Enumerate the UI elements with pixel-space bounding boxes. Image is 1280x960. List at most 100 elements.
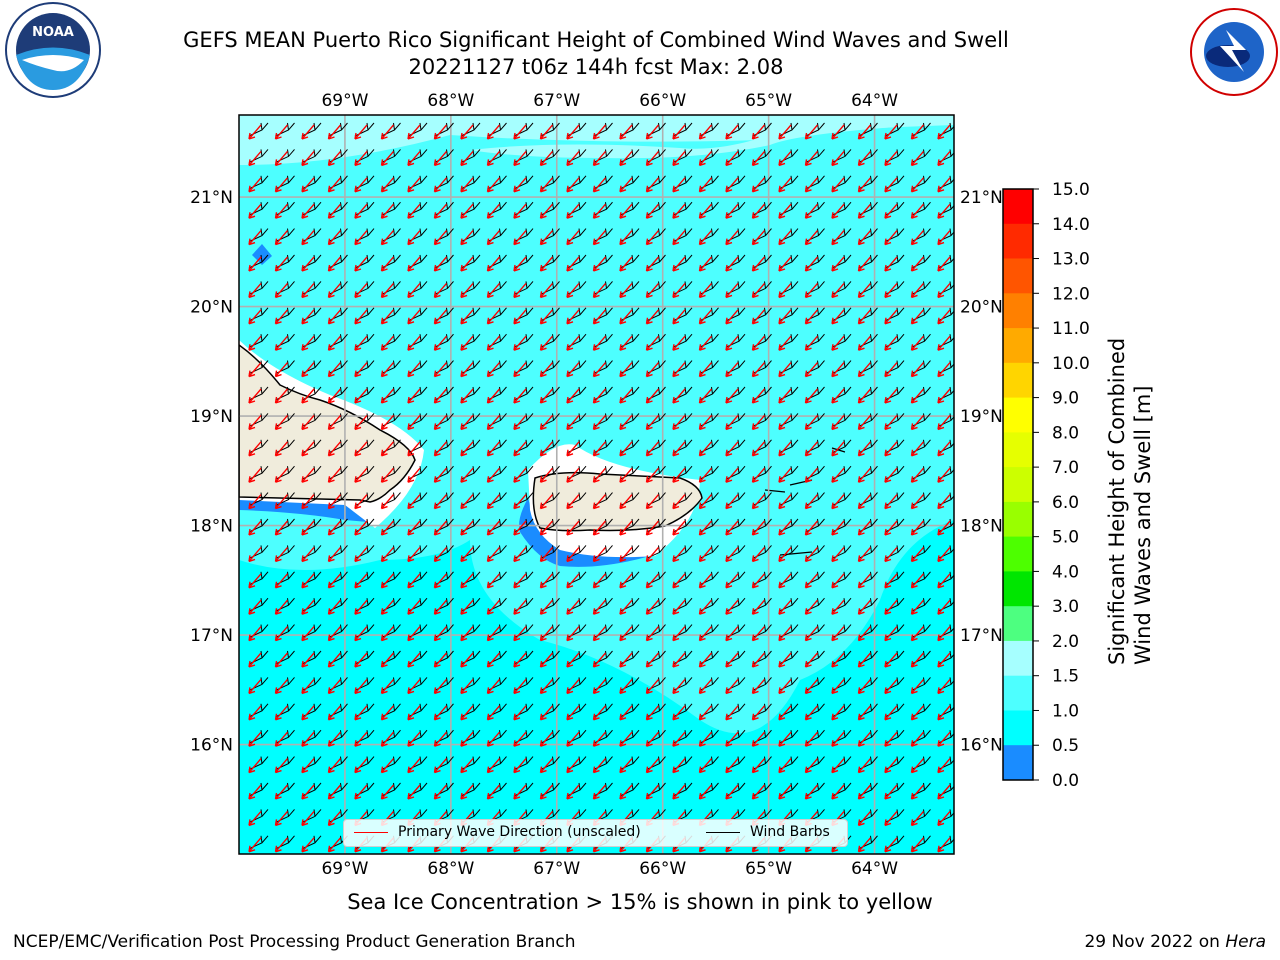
wave-arrow (698, 467, 713, 483)
colorbar-frame (1002, 188, 1034, 781)
wave-arrow (248, 810, 262, 827)
wave-arrow (857, 124, 872, 140)
wave-arrow (248, 705, 262, 721)
wave-arrow (407, 678, 421, 695)
wave-arrow (857, 335, 872, 351)
wave-arrow (910, 573, 925, 589)
wave-arrow (778, 705, 792, 721)
wave-arrow (327, 467, 342, 483)
wave-arrow (619, 124, 633, 140)
wave-arrow (698, 520, 713, 536)
wave-arrow (884, 177, 898, 193)
wave-arrow (433, 230, 448, 246)
noaa-logo: NOAA (5, 2, 101, 98)
wave-arrow (380, 362, 395, 378)
wave-arrow (857, 309, 872, 325)
wave-arrow (566, 678, 580, 695)
wave-arrow (592, 599, 607, 615)
wave-arrow (354, 177, 368, 193)
wave-arrow (778, 362, 792, 378)
wave-arrow (645, 626, 660, 642)
wave-arrow (301, 837, 315, 853)
wave-arrow (407, 177, 421, 193)
wave-arrow (804, 731, 819, 747)
wave-arrow (884, 203, 898, 219)
wave-arrow (460, 626, 474, 642)
wave-arrow (831, 203, 845, 219)
wave-arrow (380, 599, 395, 615)
wave-arrow (910, 177, 925, 193)
wave-arrow (804, 494, 819, 510)
wave-arrow (619, 203, 633, 219)
wave-arrow (804, 678, 819, 695)
wave-arrow (857, 731, 872, 747)
wave-arrow (486, 282, 501, 299)
wave-arrow (778, 441, 792, 457)
wave-arrow (433, 494, 448, 510)
wave-arrow (274, 810, 289, 827)
low-wave-area-hispaniola (239, 500, 368, 522)
wave-arrow (327, 520, 342, 536)
wave-arrow (831, 388, 845, 404)
wave-arrow (407, 335, 421, 351)
wave-arrow (380, 652, 395, 668)
wave-arrow (407, 731, 421, 747)
wave-arrow (301, 467, 315, 483)
wave-arrow (380, 309, 395, 325)
wave-arrow (566, 467, 580, 483)
wave-arrow (804, 705, 819, 721)
wave-arrow (513, 758, 527, 774)
wave-arrow (539, 678, 554, 695)
wave-arrow (778, 335, 792, 351)
wave-arrow (407, 652, 421, 668)
wave-arrow (619, 652, 633, 668)
wave-arrow (539, 731, 554, 747)
wave-arrow (380, 758, 395, 774)
wave-arrow (566, 388, 580, 404)
wave-arrow (301, 520, 315, 536)
wave-arrow (513, 124, 527, 140)
wave-arrow (486, 599, 501, 615)
colorbar-tick-label: 12.0 (1052, 284, 1090, 304)
lon-label-top: 69°W (321, 91, 368, 111)
wave-arrow (460, 335, 474, 351)
wave-arrow (433, 441, 448, 457)
wave-arrow (645, 494, 660, 510)
wave-arrow (910, 309, 925, 325)
wave-arrow (831, 335, 845, 351)
wave-arrow (725, 520, 739, 536)
wave-arrow (248, 520, 262, 536)
wave-arrow (354, 150, 368, 167)
wave-arrow (486, 362, 501, 378)
wave-arrow (698, 573, 713, 589)
footer-date-text: 29 Nov 2022 on (1084, 932, 1226, 952)
wave-arrow (645, 230, 660, 246)
wave-arrow (672, 441, 686, 457)
wave-arrow (592, 678, 607, 695)
wave-arrow (301, 678, 315, 695)
lat-label-right: 20°N (960, 298, 1003, 318)
wave-arrow (645, 282, 660, 299)
wave-arrow (778, 124, 792, 140)
colorbar-tick-label: 4.0 (1052, 562, 1079, 582)
wave-arrow (513, 520, 527, 536)
wave-arrow (778, 494, 792, 510)
colorbar-tick-label: 11.0 (1052, 319, 1090, 339)
wave-arrow (274, 124, 289, 140)
wave-arrow (884, 150, 898, 167)
wave-arrow (433, 626, 448, 642)
wave-arrow (327, 414, 342, 431)
wave-arrow (407, 626, 421, 642)
wave-arrow (433, 362, 448, 378)
wave-arrow (301, 546, 315, 563)
wave-arrow (645, 520, 660, 536)
wave-arrow (407, 758, 421, 774)
wave-arrow (407, 784, 421, 800)
wave-arrow (672, 546, 686, 563)
wave-arrow (751, 678, 766, 695)
wave-arrow (857, 705, 872, 721)
wave-arrow (884, 256, 898, 272)
wave-arrow (857, 467, 872, 483)
wave-arrow (566, 599, 580, 615)
wave-arrow (274, 282, 289, 299)
